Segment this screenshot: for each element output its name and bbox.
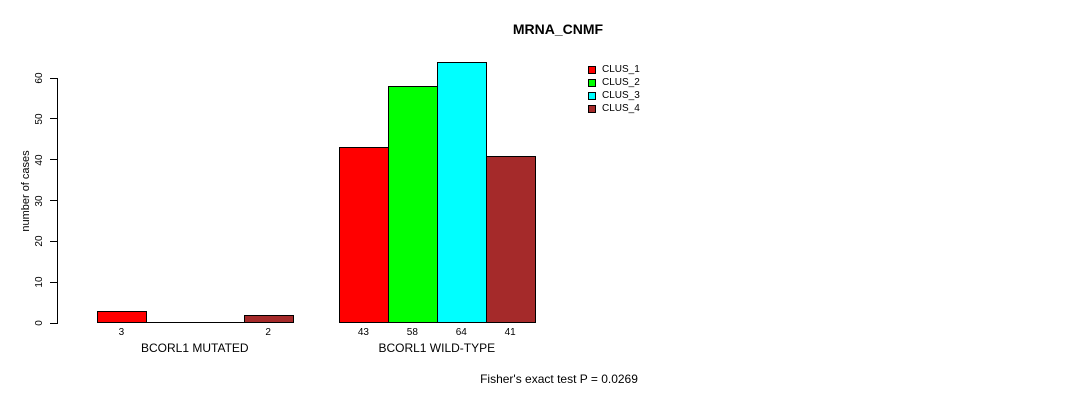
group-baseline bbox=[97, 322, 294, 323]
y-tick-label: 0 bbox=[34, 320, 45, 326]
bar-clus_1 bbox=[97, 310, 147, 323]
y-tick-label: 50 bbox=[34, 113, 45, 125]
y-tick-label: 30 bbox=[34, 194, 45, 207]
legend-label: CLUS_4 bbox=[602, 103, 640, 114]
legend-swatch-clus_3 bbox=[588, 92, 596, 100]
bar-value-label: 3 bbox=[118, 327, 125, 338]
bar-value-label: 58 bbox=[406, 327, 418, 338]
y-tick-label: 10 bbox=[34, 276, 45, 288]
y-axis-tick bbox=[50, 281, 57, 283]
bar-value-label: 2 bbox=[265, 327, 271, 338]
bar-value-label: 64 bbox=[455, 327, 467, 338]
legend-swatch-clus_2 bbox=[588, 79, 596, 87]
y-tick-label: 60 bbox=[34, 72, 45, 84]
bar-clus_4 bbox=[243, 314, 294, 323]
bar-clus_4 bbox=[485, 155, 536, 323]
y-axis-tick bbox=[50, 322, 57, 324]
bar-value-label: 43 bbox=[357, 327, 369, 338]
legend-swatch-clus_1 bbox=[588, 66, 596, 74]
bar-clus_2 bbox=[387, 86, 438, 323]
bar-clus_1 bbox=[339, 147, 389, 323]
footnote-text: Fisher's exact test P = 0.0269 bbox=[480, 372, 638, 386]
bar-value-label: 41 bbox=[504, 327, 516, 338]
bar-clus_3 bbox=[436, 61, 487, 323]
y-axis-tick bbox=[50, 200, 57, 201]
y-tick-label: 20 bbox=[34, 235, 45, 247]
y-tick-label: 40 bbox=[34, 154, 45, 166]
chart-title: MRNA_CNMF bbox=[512, 21, 604, 37]
legend-label: CLUS_1 bbox=[602, 64, 640, 75]
y-axis-line bbox=[57, 78, 58, 324]
legend-label: CLUS_3 bbox=[602, 90, 640, 101]
y-axis-tick bbox=[50, 159, 57, 161]
y-axis-tick bbox=[50, 240, 57, 242]
group-label: BCORL1 WILD-TYPE bbox=[378, 341, 496, 355]
y-axis-tick bbox=[50, 77, 57, 79]
legend-label: CLUS_2 bbox=[602, 77, 640, 88]
group-label: BCORL1 MUTATED bbox=[141, 341, 249, 355]
legend-swatch-clus_4 bbox=[588, 105, 596, 113]
y-axis-tick bbox=[50, 118, 57, 120]
